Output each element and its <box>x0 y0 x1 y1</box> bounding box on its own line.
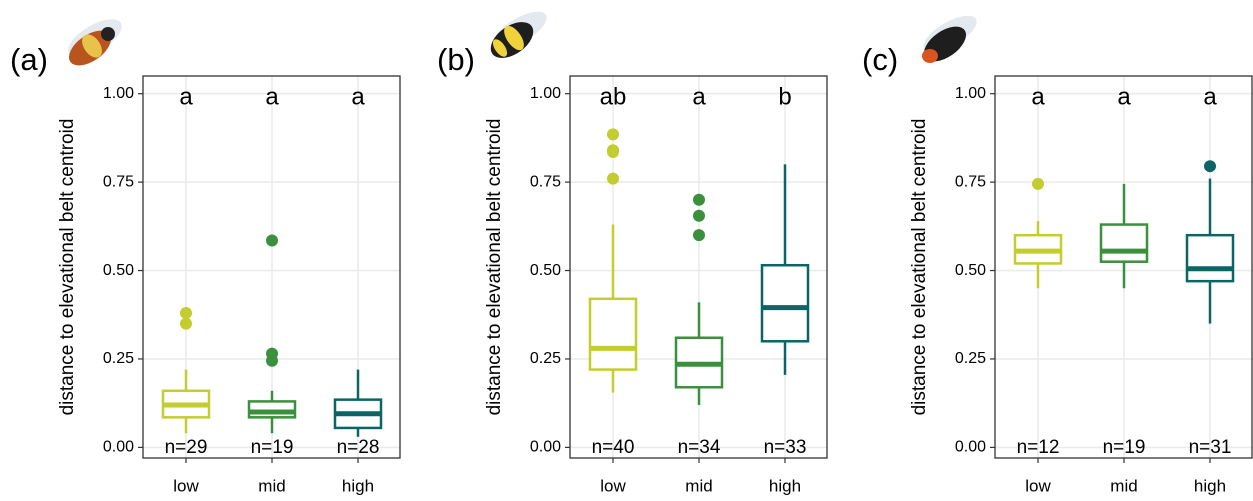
outlier <box>180 318 192 330</box>
significance-letter: a <box>1031 83 1045 110</box>
box <box>1101 225 1147 262</box>
box <box>1187 235 1233 281</box>
n-label: n=29 <box>165 437 208 458</box>
outlier <box>693 194 705 206</box>
box <box>249 401 295 417</box>
bee-icon <box>918 9 982 69</box>
significance-letter: a <box>692 83 706 110</box>
significance-letter: a <box>351 83 365 110</box>
y-tick-label: 0.00 <box>955 439 986 456</box>
outlier <box>607 128 619 140</box>
y-tick-label: 0.50 <box>103 262 134 279</box>
outlier <box>1032 178 1044 190</box>
x-tick-label: low <box>173 476 199 495</box>
y-tick-label: 0.25 <box>955 350 986 367</box>
bee-icon <box>484 5 552 66</box>
x-tick-label: high <box>1194 476 1226 495</box>
x-tick-label: high <box>769 476 801 495</box>
x-tick-label: mid <box>1110 476 1137 495</box>
y-tick-label: 0.50 <box>955 262 986 279</box>
y-axis-label: distance to elevational belt centroid <box>909 119 930 416</box>
chart: (a) distance to elevational belt centroid… <box>0 0 1253 501</box>
page: (a) distance to elevational belt centroid… <box>0 0 1253 501</box>
significance-letter: a <box>1117 83 1131 110</box>
outlier <box>607 146 619 158</box>
y-axis-label: distance to elevational belt centroid <box>484 119 505 416</box>
outlier <box>266 355 278 367</box>
y-tick-label: 0.00 <box>103 439 134 456</box>
y-axis-label: distance to elevational belt centroid <box>57 119 78 416</box>
n-label: n=12 <box>1017 437 1060 458</box>
n-label: n=28 <box>337 437 380 458</box>
outlier <box>607 173 619 185</box>
box <box>762 265 808 341</box>
outlier <box>693 229 705 241</box>
y-tick-label: 0.50 <box>530 262 561 279</box>
y-tick-label: 1.00 <box>955 85 986 102</box>
y-tick-label: 0.75 <box>103 173 134 190</box>
significance-letter: a <box>265 83 279 110</box>
outlier <box>266 234 278 246</box>
x-tick-label: low <box>600 476 626 495</box>
n-label: n=19 <box>251 437 294 458</box>
y-tick-label: 0.75 <box>955 173 986 190</box>
n-label: n=19 <box>1103 437 1146 458</box>
box <box>590 299 636 370</box>
y-tick-label: 1.00 <box>530 85 561 102</box>
significance-letter: b <box>778 83 791 110</box>
panel-label: (c) <box>862 42 898 77</box>
outlier <box>1204 160 1216 172</box>
significance-letter: ab <box>600 83 627 110</box>
n-label: n=33 <box>764 437 807 458</box>
outlier <box>693 210 705 222</box>
x-tick-label: low <box>1025 476 1051 495</box>
panel-label: (b) <box>437 42 475 77</box>
y-tick-label: 0.25 <box>103 350 134 367</box>
n-label: n=34 <box>678 437 721 458</box>
y-tick-label: 0.75 <box>530 173 561 190</box>
y-tick-label: 0.25 <box>530 350 561 367</box>
panel-label: (a) <box>10 42 48 77</box>
y-tick-label: 1.00 <box>103 85 134 102</box>
x-tick-label: mid <box>685 476 712 495</box>
significance-letter: a <box>1203 83 1217 110</box>
y-tick-label: 0.00 <box>530 439 561 456</box>
n-label: n=31 <box>1189 437 1232 458</box>
significance-letter: a <box>179 83 193 110</box>
x-tick-label: mid <box>258 476 285 495</box>
outlier <box>180 307 192 319</box>
bee-icon <box>63 12 128 73</box>
n-label: n=40 <box>592 437 635 458</box>
x-tick-label: high <box>342 476 374 495</box>
